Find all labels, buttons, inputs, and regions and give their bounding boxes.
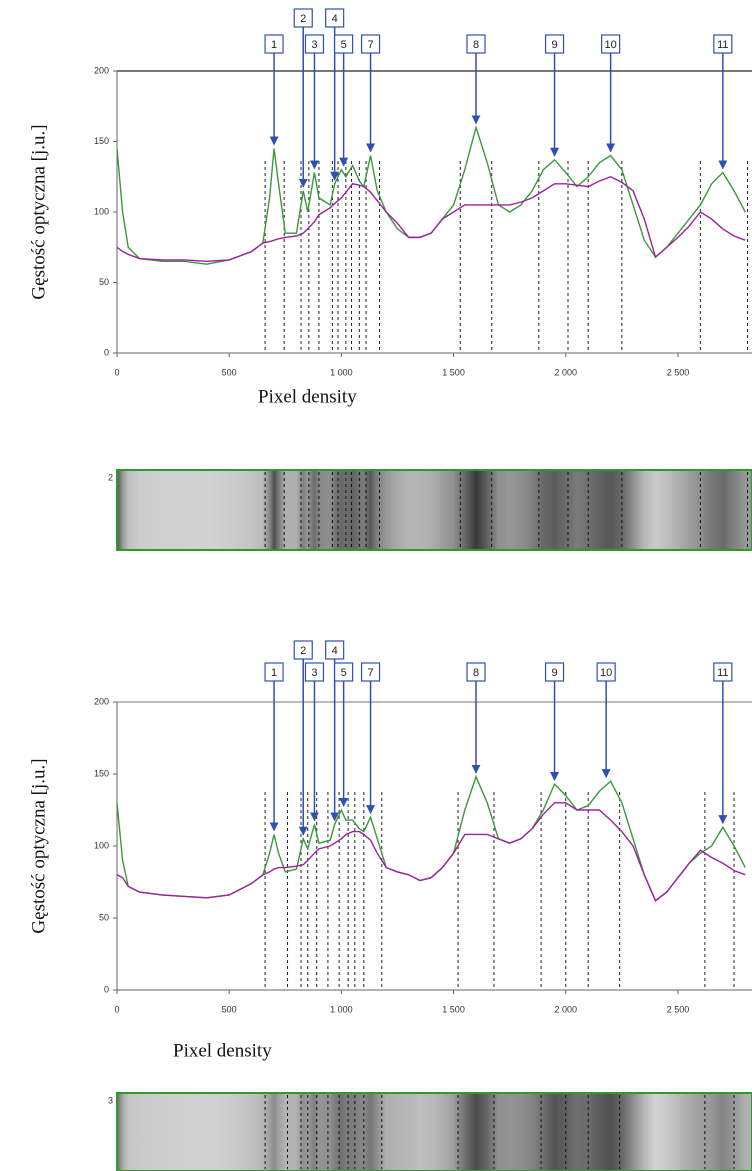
y-tick-label: 200 [94,696,109,706]
peak-label: 1 [271,39,277,51]
x-tick-label: 1 000 [330,367,353,377]
density-curve [116,802,746,902]
x-tick-label: 0 [114,367,119,377]
peak-label: 3 [311,39,317,51]
peak-label: 9 [551,667,557,679]
y-tick-label: 50 [99,277,109,287]
peak-label: 9 [551,39,557,51]
x-tick-label: 2 500 [667,1004,690,1014]
peak-label: 2 [300,645,306,657]
gel-lane-label: 3 [108,1095,113,1105]
x-tick-label: 1 500 [442,367,465,377]
peak-label: 7 [367,667,373,679]
gel-strip [116,1092,752,1171]
density-curve [116,175,746,263]
x-tick-label: 0 [114,1004,119,1014]
peak-label: 4 [332,645,338,657]
peak-label: 10 [605,39,617,51]
gel-lane-label: 2 [108,472,113,482]
y-tick-label: 150 [94,136,109,146]
gel-strip [116,469,752,551]
y-tick-label: 50 [99,912,109,922]
peak-label: 10 [600,667,612,679]
peak-label: 7 [367,39,373,51]
density-curve [116,774,746,902]
y-tick-label: 0 [104,347,109,357]
x-axis-label: Pixel density [258,386,357,407]
x-tick-label: 1 000 [330,1004,353,1014]
peak-label: 5 [341,39,347,51]
y-tick-label: 100 [94,206,109,216]
peak-label: 3 [311,667,317,679]
peak-label: 11 [717,39,728,51]
y-axis-label: Gęstość optyczna [j.u.] [28,124,49,299]
x-axis-label: Pixel density [173,1040,272,1061]
peak-label: 8 [473,39,479,51]
x-tick-label: 2 000 [554,1004,577,1014]
y-tick-label: 0 [104,984,109,994]
x-tick-label: 500 [222,1004,237,1014]
x-tick-label: 500 [222,367,237,377]
y-axis-label: Gęstość optyczna [j.u.] [28,758,49,933]
peak-label: 5 [341,667,347,679]
peak-label: 1 [271,667,277,679]
peak-label: 4 [332,13,338,25]
peak-label: 11 [717,667,728,679]
x-tick-label: 2 500 [667,367,690,377]
y-tick-label: 150 [94,768,109,778]
peak-label: 2 [300,13,306,25]
peak-label: 8 [473,667,479,679]
y-tick-label: 200 [94,65,109,75]
x-tick-label: 2 000 [554,367,577,377]
x-tick-label: 1 500 [442,1004,465,1014]
y-tick-label: 100 [94,840,109,850]
